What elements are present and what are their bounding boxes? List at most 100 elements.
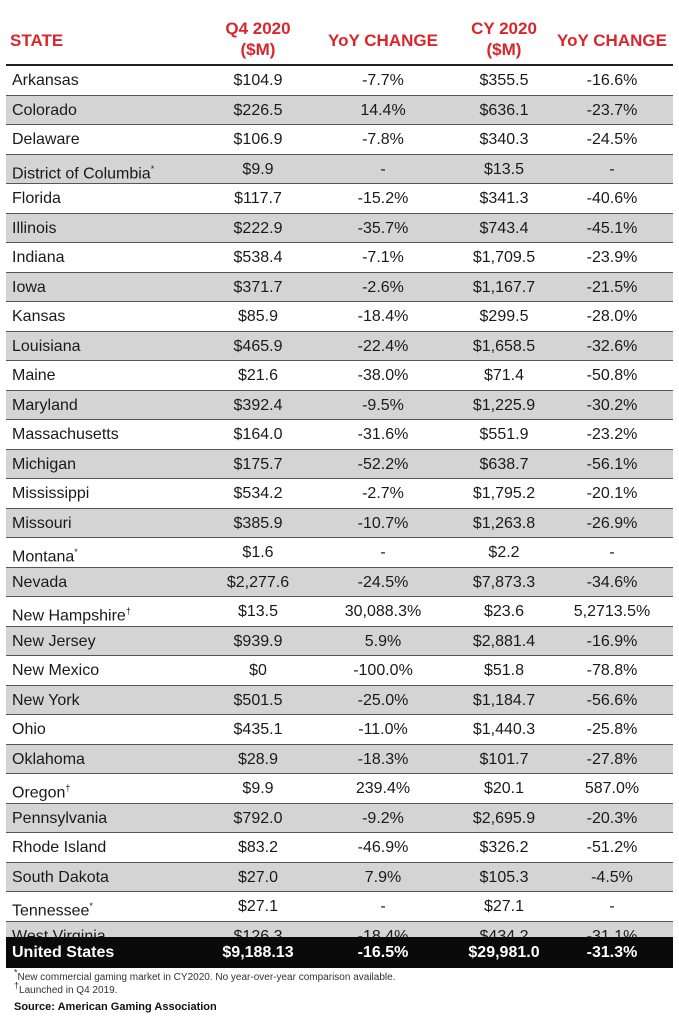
cell-state: Kansas bbox=[12, 302, 65, 331]
cell-q4: $27.0 bbox=[237, 868, 279, 886]
cell-state: Michigan bbox=[12, 450, 76, 479]
cell-cy: $340.3 bbox=[479, 131, 529, 148]
cell-state: Iowa bbox=[12, 273, 46, 302]
table-row: New Mexico $0 -100.0% $51.8 -78.8% bbox=[6, 656, 673, 686]
table-row: South Dakota $27.0 7.9% $105.3 -4.5% bbox=[6, 862, 673, 892]
cell-cy-yoy: -23.7% bbox=[586, 101, 638, 119]
cell-q4: $85.9 bbox=[237, 308, 279, 325]
header-cy-yoy-change: YoY CHANGE bbox=[557, 31, 667, 50]
cell-cy: $23.6 bbox=[483, 603, 525, 620]
header-cy-revenue: CY 2020 ($M) bbox=[454, 18, 554, 60]
total-q4: $9,188.13 bbox=[222, 944, 294, 961]
cell-cy: $2,695.9 bbox=[472, 809, 536, 827]
cell-state: Nevada bbox=[12, 568, 67, 597]
cell-state: Oklahoma bbox=[12, 745, 85, 774]
cell-state: New Jersey bbox=[12, 627, 96, 656]
table-row: New York $501.5 -25.0% $1,184.7 -56.6% bbox=[6, 685, 673, 715]
table-row: Pennsylvania $792.0 -9.2% $2,695.9 -20.3% bbox=[6, 803, 673, 833]
state-name: Tennessee bbox=[12, 902, 90, 920]
table-row: New Jersey $939.9 5.9% $2,881.4 -16.9% bbox=[6, 626, 673, 656]
footnote-launched: †Launched in Q4 2019. bbox=[14, 981, 118, 996]
cell-q4: $13.5 bbox=[237, 603, 279, 620]
cell-cy-yoy: - bbox=[609, 544, 615, 561]
cell-q4-yoy: -100.0% bbox=[353, 662, 413, 679]
cell-state: Mississippi bbox=[12, 479, 89, 508]
cell-state: Rhode Island bbox=[12, 833, 106, 862]
cell-q4: $371.7 bbox=[233, 278, 283, 296]
cell-cy-yoy: -78.8% bbox=[586, 662, 638, 679]
state-name: Iowa bbox=[12, 278, 46, 296]
cell-cy-yoy: - bbox=[609, 898, 615, 915]
state-name: Louisiana bbox=[12, 337, 81, 355]
cell-cy: $326.2 bbox=[479, 839, 529, 856]
cell-q4: $222.9 bbox=[233, 219, 283, 237]
table-row: Maryland $392.4 -9.5% $1,225.9 -30.2% bbox=[6, 390, 673, 420]
total-q4-yoy: -16.5% bbox=[357, 944, 409, 961]
cell-q4: $1.6 bbox=[242, 544, 274, 561]
cell-state: New Hampshire† bbox=[12, 597, 131, 630]
header-q4-revenue: Q4 2020 ($M) bbox=[208, 18, 308, 60]
cell-cy: $1,184.7 bbox=[472, 691, 536, 709]
cell-q4: $164.0 bbox=[233, 426, 283, 443]
state-name: Delaware bbox=[12, 131, 80, 148]
total-state: United States bbox=[12, 944, 115, 961]
cell-q4: $0 bbox=[249, 662, 267, 679]
cell-cy: $299.5 bbox=[479, 308, 529, 325]
state-name: Montana bbox=[12, 548, 75, 566]
cell-q4-yoy: -25.0% bbox=[357, 691, 409, 709]
cell-state: Maryland bbox=[12, 391, 78, 420]
cell-q4-yoy: - bbox=[380, 544, 386, 561]
state-name: Maine bbox=[12, 367, 56, 384]
state-name: District of Columbia bbox=[12, 164, 151, 182]
cell-cy: $105.3 bbox=[479, 868, 529, 886]
cell-q4: $21.6 bbox=[237, 367, 279, 384]
cell-cy: $341.3 bbox=[479, 190, 529, 207]
cell-cy-yoy: -30.2% bbox=[586, 396, 638, 414]
total-row: United States $9,188.13 -16.5% $29,981.0… bbox=[6, 937, 673, 968]
state-name: Illinois bbox=[12, 219, 57, 237]
table-row: Kansas $85.9 -18.4% $299.5 -28.0% bbox=[6, 302, 673, 332]
cell-cy: $27.1 bbox=[483, 898, 525, 915]
footnote-new-market: *New commercial gaming market in CY2020.… bbox=[14, 968, 395, 983]
cell-cy-yoy: -56.1% bbox=[586, 455, 638, 473]
cell-q4-yoy: -11.0% bbox=[358, 721, 408, 738]
total-cy-yoy: -31.3% bbox=[586, 944, 638, 961]
cell-cy: $355.5 bbox=[479, 72, 529, 89]
cell-q4: $117.7 bbox=[234, 190, 282, 207]
cell-q4-yoy: 30,088.3% bbox=[344, 603, 422, 620]
state-name: Massachusetts bbox=[12, 426, 119, 443]
cell-cy-yoy: -27.8% bbox=[586, 750, 638, 768]
cell-cy: $71.4 bbox=[483, 367, 525, 384]
cell-cy-yoy: -26.9% bbox=[586, 514, 638, 532]
cell-state: Oregon† bbox=[12, 774, 70, 807]
cell-state: Maine bbox=[12, 361, 56, 390]
footnote-mark: † bbox=[65, 783, 71, 793]
table-row: Florida $117.7 -15.2% $341.3 -40.6% bbox=[6, 184, 673, 214]
cell-q4-yoy: -38.0% bbox=[357, 367, 409, 384]
table-row: Michigan $175.7 -52.2% $638.7 -56.1% bbox=[6, 449, 673, 479]
cell-q4-yoy: -24.5% bbox=[357, 573, 409, 591]
footnote-mark: * bbox=[150, 163, 155, 174]
cell-cy: $1,440.3 bbox=[472, 721, 536, 738]
footnote-text: Launched in Q4 2019. bbox=[19, 985, 118, 996]
cell-q4: $392.4 bbox=[233, 396, 283, 414]
table-row: Indiana $538.4 -7.1% $1,709.5 -23.9% bbox=[6, 243, 673, 273]
cell-cy: $1,795.2 bbox=[472, 485, 536, 502]
cell-cy-yoy: -56.6% bbox=[586, 691, 638, 709]
cell-q4: $538.4 bbox=[233, 249, 283, 266]
cell-cy: $1,263.8 bbox=[472, 514, 536, 532]
cell-cy: $20.1 bbox=[483, 780, 525, 797]
cell-cy: $2,881.4 bbox=[472, 632, 536, 650]
cell-state: New York bbox=[12, 686, 80, 715]
table-row: Rhode Island $83.2 -46.9% $326.2 -51.2% bbox=[6, 833, 673, 863]
table-row: Ohio $435.1 -11.0% $1,440.3 -25.8% bbox=[6, 715, 673, 745]
cell-cy-yoy: 5,2713.5% bbox=[573, 603, 651, 620]
cell-state: Arkansas bbox=[12, 66, 79, 95]
cell-q4-yoy: 5.9% bbox=[364, 632, 402, 650]
footnote-mark: † bbox=[125, 606, 131, 616]
state-name: Florida bbox=[12, 190, 61, 207]
cell-state: Delaware bbox=[12, 125, 80, 154]
table-row: Oklahoma $28.9 -18.3% $101.7 -27.8% bbox=[6, 744, 673, 774]
table-row: District of Columbia* $9.9 - $13.5 - bbox=[6, 154, 673, 184]
cell-q4-yoy: 239.4% bbox=[355, 780, 411, 797]
